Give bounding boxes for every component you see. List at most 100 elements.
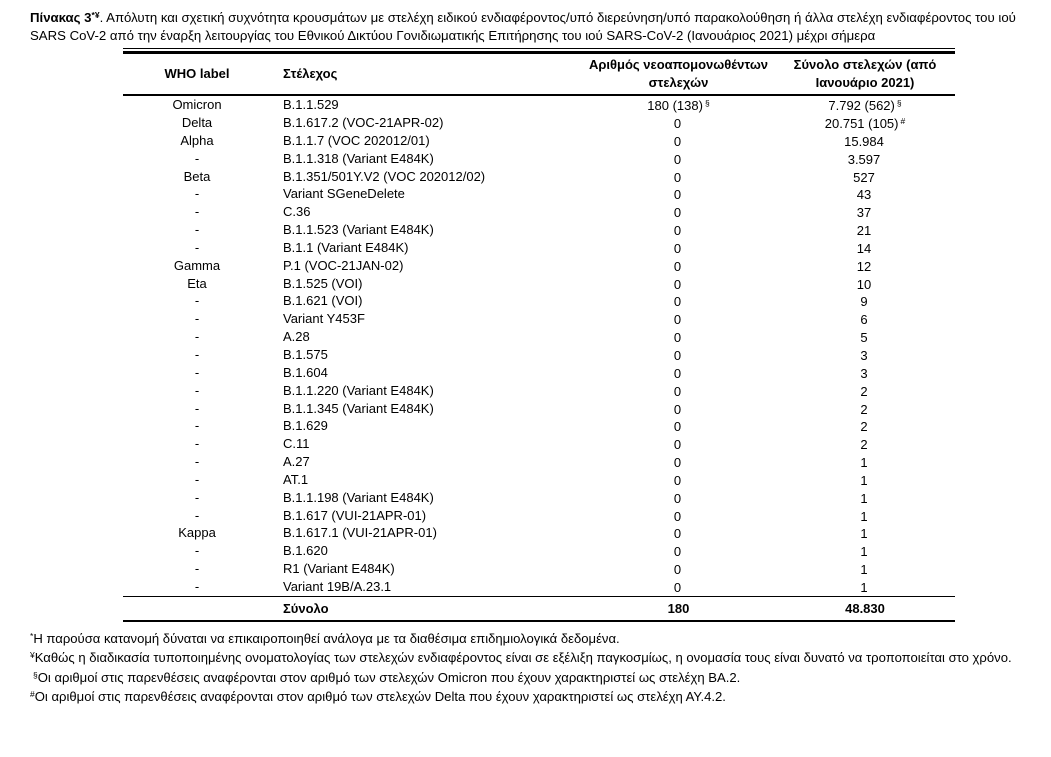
new-isolates-cell: 0 [673, 258, 682, 274]
new-isolates-cell: 0 [673, 562, 682, 578]
strain-cell: R1 (Variant E484K) [283, 561, 395, 577]
total-strains-cell: 3 [860, 348, 868, 363]
who-label-cell: - [194, 364, 200, 380]
table-row: - B.1.604 0 3 [123, 364, 955, 382]
new-isolates-cell: 0 [673, 526, 682, 542]
table-caption: Πίνακας 3*¥. Απόλυτη και σχετική συχνότη… [30, 7, 1031, 44]
new-isolates-cell: 0 [673, 437, 682, 453]
footnote-asterisk-symbol: * [30, 630, 34, 641]
total-strains-cell: 1 [860, 490, 868, 506]
total-strains-cell: 20.751 (105) # [824, 116, 906, 132]
who-label-cell: - [194, 471, 200, 487]
total-strains-cell: 1 [860, 455, 868, 471]
total-strains-cell: 2 [860, 401, 868, 417]
table-row: - A.27 0 1 [123, 453, 955, 471]
total-strains-cell: 1 [860, 544, 868, 560]
table-body: Omicron B.1.1.529 180 (138) § 7.792 (562)… [123, 96, 955, 596]
table-row: - Variant Y453F 0 6 [123, 310, 955, 328]
footnote-yen-symbol: ¥ [30, 650, 35, 661]
new-isolates-cell: 0 [673, 348, 682, 363]
footnote-yen-text: Καθώς η διαδικασία τυποποιημένης ονοματο… [34, 650, 1012, 666]
who-label-cell: - [194, 329, 200, 345]
who-label-cell: - [194, 222, 200, 238]
new-isolates-cell: 0 [673, 223, 682, 239]
strain-cell: Variant 19B/A.23.1 [283, 578, 392, 594]
who-label-cell: Alpha [180, 132, 214, 148]
table-row: - AT.1 0 1 [123, 471, 955, 489]
table-row: - C.36 0 37 [123, 203, 955, 221]
table-row: - Variant 19B/A.23.1 0 1 [123, 578, 955, 596]
who-label-cell: Gamma [173, 257, 221, 273]
new-isolates-cell: 0 [673, 472, 682, 488]
table-caption-number: Πίνακας 3 [30, 10, 92, 25]
table-row: - A.28 0 5 [123, 328, 955, 346]
who-label-cell: - [194, 311, 200, 327]
new-isolates-cell: 0 [673, 240, 682, 256]
new-isolates-cell: 0 [673, 365, 682, 381]
variants-table: WHO label Στέλεχος Αριθμός νεοαπομονωθέν… [123, 48, 955, 622]
strain-cell: B.1.621 (VOI) [283, 293, 363, 309]
total-strains-value: 48.830 [845, 600, 885, 616]
new-isolates-cell: 0 [673, 490, 682, 506]
who-label-cell: - [194, 454, 200, 470]
strain-cell: B.1.1.220 (Variant E484K) [283, 382, 434, 398]
new-isolates-cell: 0 [673, 169, 682, 185]
table-row: - Variant SGeneDelete 0 43 [123, 185, 955, 203]
total-row-label: Σύνολο [283, 600, 329, 616]
footnote-yen: ¥Καθώς η διαδικασία τυποποιημένης ονοματ… [30, 647, 1031, 667]
footnote-hash-symbol: # [30, 689, 35, 700]
strain-cell: B.1.351/501Y.V2 (VOC 202012/02) [283, 168, 486, 184]
table-row: - B.1.1.198 (Variant E484K) 0 1 [123, 489, 955, 507]
new-isolates-cell: 0 [673, 116, 682, 132]
who-label-cell: Beta [183, 168, 211, 184]
table-row: - B.1.1.523 (Variant E484K) 0 21 [123, 221, 955, 239]
who-label-cell: - [194, 293, 200, 309]
new-isolates-cell: 0 [673, 544, 682, 560]
table-row: Alpha B.1.1.7 (VOC 202012/01) 0 15.984 [123, 132, 955, 150]
table-row: - B.1.621 (VOI) 0 9 [123, 292, 955, 310]
col-header-strain: Στέλεχος [283, 65, 338, 81]
strain-cell: B.1.1.345 (Variant E484K) [283, 400, 434, 416]
new-isolates-cell: 0 [673, 579, 682, 595]
total-strains-cell: 21 [856, 223, 872, 239]
who-label-cell: - [194, 418, 200, 434]
table-top-border [123, 48, 955, 55]
table-row: Gamma P.1 (VOC-21JAN-02) 0 12 [123, 257, 955, 275]
who-label-cell: - [194, 400, 200, 416]
new-isolates-cell: 0 [673, 383, 682, 399]
total-strains-cell: 2 [860, 383, 868, 399]
footnote-section: §Οι αριθμοί στις παρενθέσεις αναφέρονται… [30, 667, 1031, 687]
who-label-cell: - [194, 436, 200, 452]
table-row: - B.1.1.220 (Variant E484K) 0 2 [123, 382, 955, 400]
table-total-row: Σύνολο 180 48.830 [123, 597, 955, 620]
total-strains-cell: 12 [856, 258, 872, 274]
footnote-marker: § [896, 98, 902, 109]
strain-cell: B.1.1.529 [283, 97, 339, 113]
new-isolates-cell: 0 [673, 330, 682, 346]
total-strains-cell: 1 [860, 472, 868, 488]
new-isolates-cell: 0 [673, 187, 682, 203]
footnote-hash: #Οι αριθμοί στις παρενθέσεις αναφέρονται… [30, 686, 1031, 706]
table-row: - B.1.617 (VUI-21APR-01) 0 1 [123, 507, 955, 525]
new-isolates-cell: 0 [673, 205, 682, 221]
table-caption-text: . Απόλυτη και σχετική συχνότητα κρουσμάτ… [30, 10, 1016, 43]
strain-cell: B.1.1.318 (Variant E484K) [283, 150, 434, 166]
table-row: Beta B.1.351/501Y.V2 (VOC 202012/02) 0 5… [123, 168, 955, 186]
who-label-cell: Kappa [178, 525, 216, 541]
strain-cell: P.1 (VOC-21JAN-02) [283, 257, 404, 273]
total-strains-cell: 2 [860, 437, 868, 453]
new-isolates-cell: 0 [673, 294, 682, 310]
col-header-who-label: WHO label [164, 65, 230, 81]
new-isolates-cell: 0 [673, 133, 682, 149]
total-strains-cell: 43 [856, 187, 872, 203]
who-label-cell: - [194, 204, 200, 220]
total-strains-cell: 3.597 [847, 151, 881, 167]
total-strains-cell: 37 [856, 205, 872, 221]
table-bottom-border [123, 619, 955, 622]
strain-cell: AT.1 [283, 471, 309, 487]
who-label-cell: - [194, 150, 200, 166]
footnote-asterisk-text: Η παρούσα κατανομή δύναται να επικαιροπο… [33, 630, 620, 646]
who-label-cell: Delta [181, 115, 213, 131]
footnote-marker: # [900, 116, 906, 127]
